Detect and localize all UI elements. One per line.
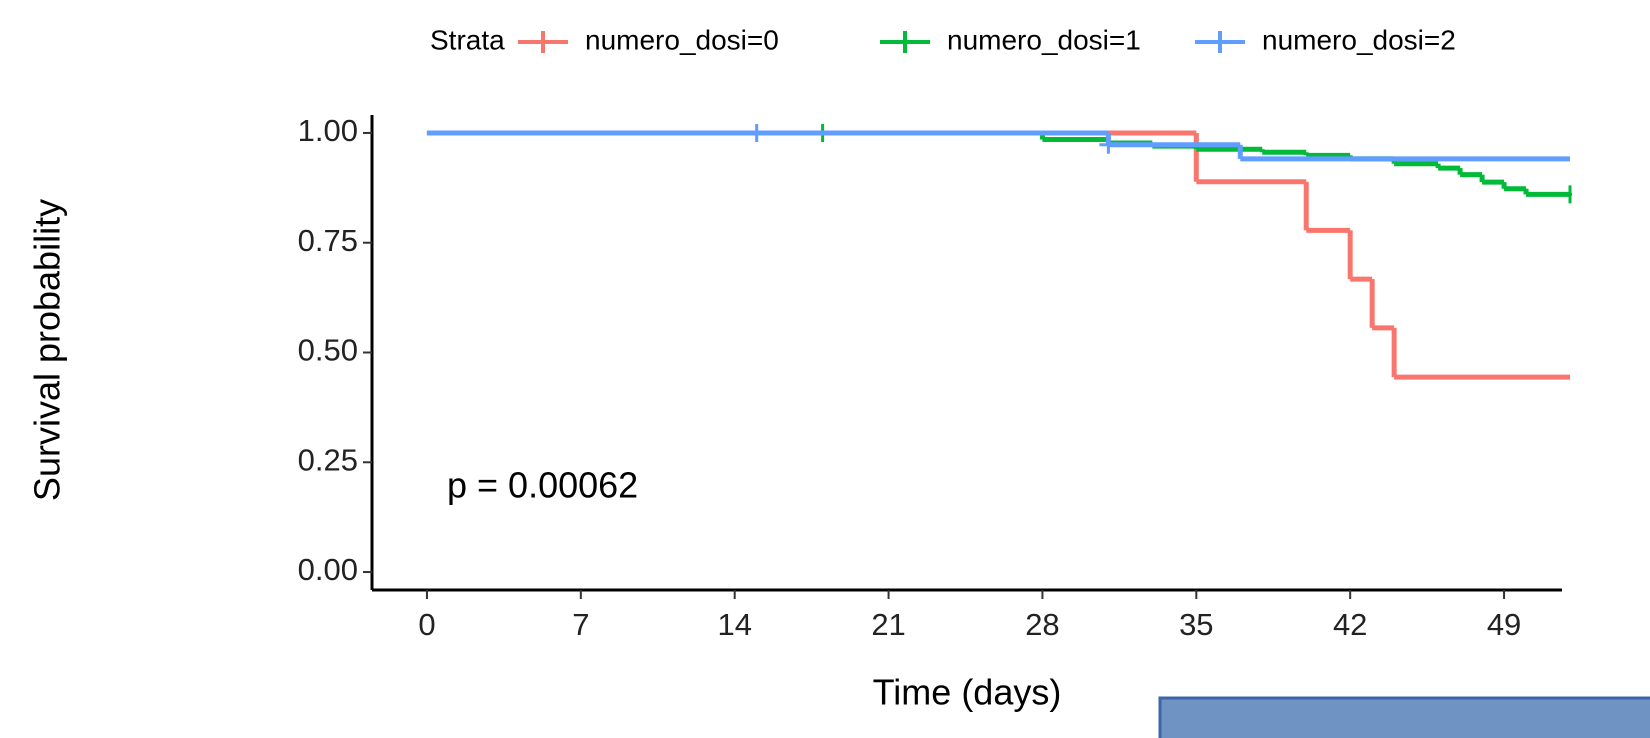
legend-key (880, 31, 930, 53)
x-tick-label: 42 (1333, 607, 1367, 642)
legend-label: numero_dosi=0 (585, 24, 779, 55)
overlay-image (1158, 696, 1650, 738)
x-tick-label: 14 (717, 607, 751, 642)
y-tick-label: 0.25 (298, 442, 358, 477)
x-tick-label: 28 (1025, 607, 1059, 642)
y-tick-label: 0.50 (298, 333, 358, 368)
x-tick-label: 35 (1179, 607, 1213, 642)
annotation: p = 0.00062 (447, 465, 638, 506)
x-tick-label: 7 (572, 607, 589, 642)
legend-key (518, 31, 568, 53)
y-tick-label: 0.75 (298, 223, 358, 258)
y-tick-label: 1.00 (298, 113, 358, 148)
x-axis-title: Time (days) (873, 672, 1062, 713)
legend-label: numero_dosi=2 (1262, 24, 1456, 55)
plot-area (426, 123, 1572, 380)
censor-mark (1561, 185, 1572, 204)
y-tick-label: 0.00 (298, 552, 358, 587)
legend-title: Strata (430, 24, 505, 55)
x-tick-label: 49 (1487, 607, 1521, 642)
legend-key (1195, 31, 1245, 53)
legend-label: numero_dosi=1 (947, 24, 1141, 55)
x-tick-label: 21 (871, 607, 905, 642)
censor-mark (747, 123, 766, 142)
y-axis-title: Survival probability (27, 199, 68, 501)
x-tick-label: 0 (418, 607, 435, 642)
censor-mark (1099, 135, 1118, 154)
